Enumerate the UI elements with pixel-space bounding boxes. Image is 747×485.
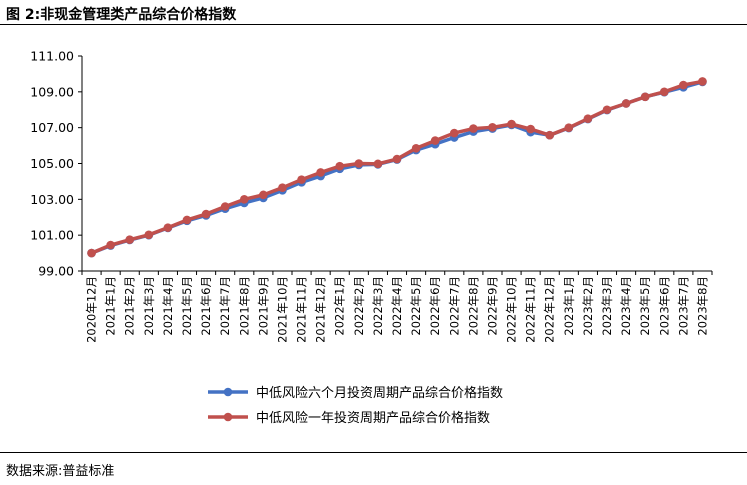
- series-2-point: [392, 154, 402, 164]
- y-tick-label: 105.00: [30, 156, 74, 171]
- x-tick-label: 2022年2月: [352, 276, 366, 336]
- series-2-point: [698, 77, 707, 86]
- x-tick-label: 2022年12月: [543, 276, 557, 343]
- series-2-point: [679, 80, 688, 90]
- x-tick-label: 2023年4月: [619, 276, 633, 336]
- x-tick-label: 2021年7月: [218, 276, 232, 336]
- source-note: 数据来源:普益标准: [6, 464, 115, 479]
- legend-marker-1: [223, 387, 233, 397]
- series-2-point: [163, 223, 173, 232]
- series-2-point: [106, 240, 115, 250]
- legend-label-1: 中低风险六个月投资周期产品综合价格指数: [256, 385, 503, 401]
- x-tick-label: 2023年2月: [581, 276, 595, 336]
- x-tick-label: 2023年1月: [562, 276, 576, 336]
- x-tick-label: 2022年8月: [466, 276, 480, 336]
- figure-title: 图 2:非现金管理类产品综合价格指数: [6, 7, 237, 23]
- series-2-point: [87, 248, 96, 258]
- x-tick-label: 2021年11月: [295, 276, 309, 343]
- series-2-point: [259, 190, 268, 200]
- x-tick-label: 2022年5月: [409, 276, 423, 336]
- x-tick-label: 2021年6月: [199, 276, 213, 336]
- x-tick-label: 2021年4月: [161, 276, 175, 336]
- series-2-point: [411, 143, 421, 153]
- series-layer: [87, 77, 707, 258]
- series-2-point: [373, 159, 383, 169]
- x-tick-label: 2023年3月: [600, 276, 614, 336]
- series-2-point: [220, 202, 230, 211]
- series-2-point: [125, 235, 135, 244]
- top-rule: [0, 24, 747, 25]
- series-2-point: [583, 114, 593, 124]
- x-tick-label: 2021年9月: [256, 276, 270, 336]
- series-2-point: [201, 209, 211, 219]
- series-2-point: [316, 168, 325, 177]
- series-line-2: [90, 79, 703, 255]
- x-tick-label: 2023年7月: [676, 276, 690, 336]
- y-tick-label: 103.00: [30, 192, 74, 207]
- x-tick-label: 2022年11月: [524, 276, 538, 343]
- x-tick-label: 2023年5月: [638, 276, 652, 336]
- series-2-point: [469, 124, 478, 133]
- x-tick-label: 2020年12月: [85, 276, 99, 343]
- x-tick-label: 2023年6月: [657, 276, 671, 336]
- y-tick-label: 109.00: [30, 84, 74, 99]
- x-tick-label: 2022年10月: [505, 276, 519, 343]
- x-tick-label: 2021年12月: [314, 276, 328, 343]
- series-2-point: [621, 99, 631, 108]
- x-tick-label: 2022年4月: [390, 276, 404, 336]
- series-2-point: [640, 92, 650, 102]
- y-tick-label: 99.00: [38, 264, 74, 279]
- x-tick-label: 2021年10月: [275, 276, 289, 343]
- series-2-point: [239, 195, 249, 204]
- series-2-point: [430, 136, 440, 145]
- y-tick-label: 111.00: [30, 49, 74, 64]
- x-tick-label: 2022年7月: [447, 276, 461, 336]
- series-2-point: [526, 124, 535, 134]
- series-2-point: [144, 230, 154, 240]
- y-tick-label: 101.00: [30, 228, 74, 243]
- x-tick-label: 2022年6月: [428, 276, 442, 336]
- series-2-point: [488, 123, 497, 132]
- series-2-point: [659, 87, 669, 97]
- series-2-point: [182, 215, 192, 225]
- y-axis: 99.00 101.00 103.00 105.00 107.00 109.00 111.0…: [30, 49, 83, 279]
- series-2-point: [449, 128, 459, 138]
- series-2-point: [278, 183, 287, 192]
- x-tick-label: 2022年9月: [485, 276, 499, 336]
- x-tick-label: 2021年8月: [237, 276, 251, 336]
- x-tick-label: 2021年5月: [180, 276, 194, 336]
- series-2-point: [545, 130, 555, 140]
- series-2-point: [297, 175, 306, 184]
- y-tick-label: 107.00: [30, 120, 74, 135]
- x-tick-label: 2022年3月: [371, 276, 385, 336]
- series-2-point: [335, 161, 345, 171]
- bottom-rule: [0, 452, 747, 453]
- series-2-point: [507, 119, 516, 129]
- x-tick-label: 2022年1月: [333, 276, 347, 336]
- series-2-point: [354, 159, 364, 168]
- series-2-point: [602, 105, 612, 115]
- x-tick-label: 2023年8月: [695, 276, 709, 336]
- legend-marker-2: [223, 412, 233, 422]
- x-axis: 2020年12月 2021年1月 2021年2月 2021年3月 2021年4月 2021…: [81, 270, 713, 343]
- x-tick-label: 2021年1月: [104, 276, 118, 336]
- x-tick-label: 2021年3月: [142, 276, 156, 336]
- x-tick-label: 2021年2月: [123, 276, 137, 336]
- series-2-point: [564, 123, 574, 132]
- legend-label-2: 中低风险一年投资周期产品综合价格指数: [256, 410, 490, 426]
